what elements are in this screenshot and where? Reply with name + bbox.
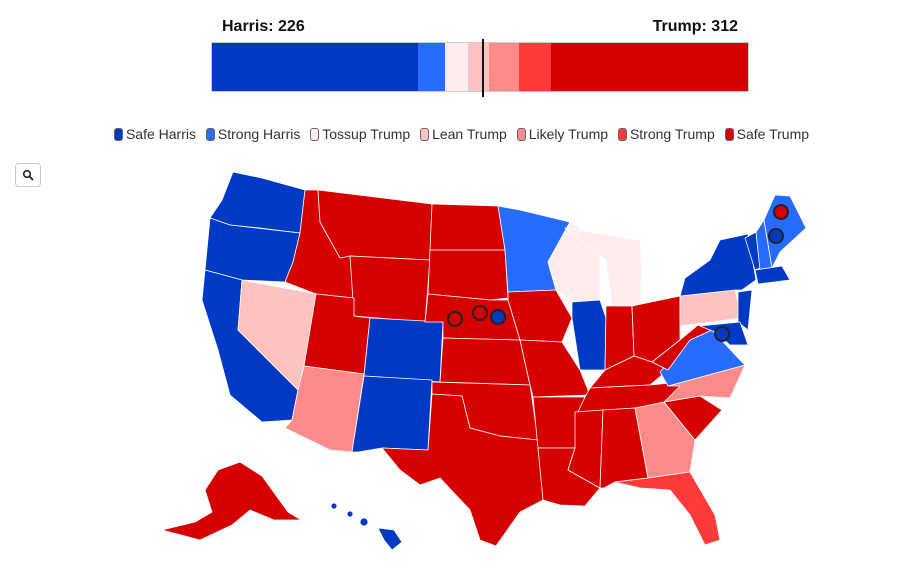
district-marker-NE-2[interactable] <box>490 309 506 325</box>
legend-swatch <box>617 127 627 141</box>
state-TX[interactable] <box>381 393 544 547</box>
bar-segment-tossup-trump <box>445 43 468 91</box>
state-HI-island[interactable] <box>359 517 369 527</box>
270-threshold-line <box>482 39 484 97</box>
legend-item-safe-trump[interactable]: Safe Trump <box>724 126 810 142</box>
legend-label: Tossup Trump <box>322 126 411 142</box>
state-WA[interactable] <box>209 171 306 234</box>
legend-item-strong-harris[interactable]: Strong Harris <box>205 126 301 142</box>
legend-swatch <box>205 127 215 141</box>
state-MS[interactable] <box>567 409 604 489</box>
search-icon <box>22 169 34 181</box>
bar-segment-safe-trump <box>550 43 748 91</box>
district-marker-NE-3[interactable] <box>447 311 463 327</box>
state-FL[interactable] <box>614 471 721 546</box>
state-NM[interactable] <box>351 375 433 453</box>
zoom-button[interactable] <box>15 163 41 187</box>
bar-segment-strong-trump <box>519 43 551 91</box>
state-KS[interactable] <box>439 337 531 386</box>
state-PA[interactable] <box>679 289 743 327</box>
state-WY[interactable] <box>349 255 431 323</box>
legend-swatch <box>724 127 734 141</box>
state-HI[interactable] <box>377 527 403 551</box>
legend-label: Safe Harris <box>125 126 196 142</box>
legend-item-strong-trump[interactable]: Strong Trump <box>617 126 715 142</box>
state-HI-island[interactable] <box>346 510 354 518</box>
legend-swatch <box>516 127 526 141</box>
trump-total: Trump: 312 <box>652 18 738 35</box>
harris-total: Harris: 226 <box>222 18 305 35</box>
legend-item-likely-trump[interactable]: Likely Trump <box>516 126 609 142</box>
legend-label: Lean Trump <box>432 126 507 142</box>
state-GA[interactable] <box>634 401 696 479</box>
legend: Safe Harris Strong Harris Tossup Trump L… <box>0 126 923 144</box>
legend-swatch <box>310 127 320 141</box>
legend-swatch <box>420 127 430 141</box>
bar-segment-strong-harris <box>418 43 446 91</box>
state-ND[interactable] <box>429 203 506 251</box>
electoral-vote-bar <box>211 39 749 97</box>
state-AK[interactable] <box>161 461 319 541</box>
state-MT[interactable] <box>317 189 433 261</box>
state-MA[interactable] <box>754 265 791 285</box>
legend-swatch <box>113 127 123 141</box>
state-HI-island[interactable] <box>330 502 338 510</box>
legend-item-tossup-trump[interactable]: Tossup Trump <box>310 126 410 142</box>
state-IL[interactable] <box>571 299 607 371</box>
legend-label: Strong Harris <box>217 126 301 142</box>
bar-segment-safe-harris <box>212 43 419 91</box>
bar-segment-likely-trump <box>488 43 520 91</box>
legend-label: Likely Trump <box>528 126 609 142</box>
district-marker-DC[interactable] <box>714 326 730 342</box>
state-SD[interactable] <box>427 249 509 301</box>
district-marker-ME-2[interactable] <box>773 204 789 220</box>
legend-label: Safe Trump <box>736 126 810 142</box>
legend-item-safe-harris[interactable]: Safe Harris <box>113 126 196 142</box>
district-marker-ME-1[interactable] <box>768 228 784 244</box>
state-NJ[interactable] <box>737 289 753 331</box>
district-marker-NE-1[interactable] <box>472 305 488 321</box>
state-CO[interactable] <box>363 317 444 383</box>
legend-item-lean-trump[interactable]: Lean Trump <box>420 126 507 142</box>
ev-totals: Harris: 226 Trump: 312 <box>222 18 738 40</box>
legend-label: Strong Trump <box>629 126 715 142</box>
state-NY[interactable] <box>679 233 757 297</box>
